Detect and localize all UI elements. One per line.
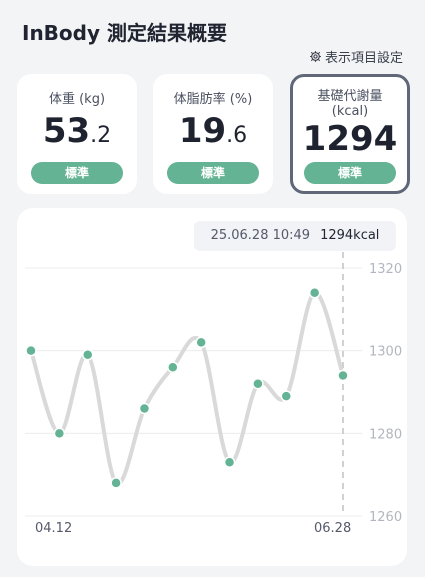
body-fat-status-badge: 標準: [167, 162, 259, 184]
y-tick-label: 1320: [369, 262, 402, 277]
weight-status-badge: 標準: [31, 162, 123, 184]
data-point: [223, 456, 236, 469]
weight-value: 53.2: [42, 111, 112, 151]
tooltip-datetime: 25.06.28 10:49: [210, 228, 311, 243]
bmr-status-badge: 標準: [304, 162, 396, 184]
bmr-line-chart[interactable]: 1260 1280 1300 1320 04.12 06.28: [17, 208, 407, 566]
chart-tooltip: 25.06.28 10:49 1294kcal: [194, 221, 396, 251]
data-point: [308, 287, 321, 299]
x-tick-label: 06.28: [314, 521, 351, 536]
data-point: [195, 336, 207, 349]
page-title: InBody 測定結果概要: [22, 21, 227, 45]
data-point: [167, 361, 179, 373]
body-fat-label: 体脂肪率 (%): [173, 92, 253, 107]
data-point: [337, 369, 349, 382]
weight-card[interactable]: 体重 (kg) 53.2 標準: [17, 74, 137, 194]
y-tick-label: 1260: [369, 510, 402, 525]
data-point: [110, 477, 122, 489]
series-line: [29, 290, 345, 486]
bmr-label: 基礎代謝量 (kcal): [317, 89, 383, 119]
data-point: [81, 349, 94, 361]
x-tick-label: 04.12: [35, 521, 72, 536]
bmr-value: 1294: [302, 119, 398, 159]
chart-card: 1260 1280 1300 1320 04.12 06.28 25.06.28 10:4…: [17, 208, 407, 566]
settings-label: 表示項目設定: [324, 51, 403, 66]
data-point: [53, 427, 66, 440]
y-tick-label: 1300: [369, 345, 402, 360]
data-point: [252, 377, 264, 390]
body-fat-card[interactable]: 体脂肪率 (%) 19.6 標準: [153, 74, 273, 194]
bmr-card[interactable]: 基礎代謝量 (kcal) 1294 標準: [290, 74, 410, 194]
body-fat-value: 19.6: [178, 111, 248, 151]
display-settings-link[interactable]: 表示項目設定: [309, 47, 403, 66]
weight-label: 体重 (kg): [48, 92, 106, 107]
y-tick-label: 1280: [369, 427, 402, 442]
data-point: [25, 344, 37, 357]
data-point: [280, 390, 293, 402]
data-point: [138, 402, 151, 415]
gear-icon: [310, 51, 321, 62]
tooltip-value: 1294kcal: [320, 228, 380, 243]
